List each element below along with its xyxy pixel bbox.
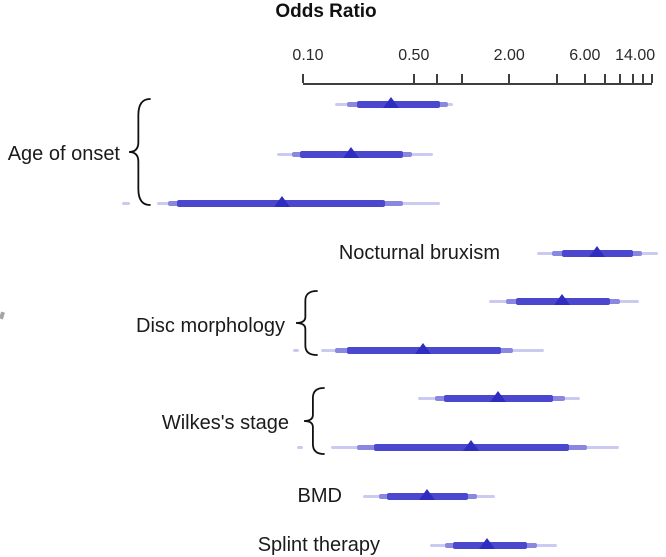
axis-tick xyxy=(555,74,558,83)
group-label: Disc morphology xyxy=(136,314,285,337)
axis-tick xyxy=(603,74,606,83)
point-estimate-marker xyxy=(414,343,431,354)
axis-tick xyxy=(508,74,511,83)
axis-tick-label: 6.00 xyxy=(569,47,601,64)
point-estimate-marker xyxy=(479,538,496,549)
point-estimate-marker xyxy=(589,246,606,257)
axis-tick xyxy=(460,74,463,83)
axis-tick-label: 14.00 xyxy=(615,47,656,64)
axis-tick xyxy=(642,74,645,83)
group-label: Wilkes's stage xyxy=(161,411,289,434)
point-estimate-marker xyxy=(553,294,570,305)
chart-title: Odds Ratio xyxy=(275,1,377,22)
axis-tick xyxy=(619,74,621,83)
ci-outer-tail-fragment xyxy=(292,348,299,352)
point-estimate-marker xyxy=(383,97,400,108)
group-label: Splint therapy xyxy=(257,534,380,556)
group-brace xyxy=(128,98,151,206)
axis-baseline xyxy=(303,83,653,85)
axis-tick xyxy=(651,74,654,83)
point-estimate-marker xyxy=(274,196,291,207)
point-estimate-marker xyxy=(490,391,507,402)
point-estimate-marker xyxy=(463,440,480,451)
left-edge-artifact xyxy=(0,311,5,320)
ci-outer-tail-fragment xyxy=(121,201,130,205)
axis-tick xyxy=(412,74,415,83)
group-label: Nocturnal bruxism xyxy=(338,242,500,264)
group-brace xyxy=(295,290,318,356)
point-estimate-marker xyxy=(342,147,359,158)
axis-tick xyxy=(302,74,304,83)
axis-tick-label: 2.00 xyxy=(493,47,525,64)
axis-tick xyxy=(435,74,438,83)
ci-outer-tail-fragment xyxy=(297,445,303,449)
group-brace xyxy=(303,387,325,455)
group-label: BMD xyxy=(297,485,342,507)
axis-tick-label: 0.10 xyxy=(292,47,324,64)
group-label: Age of onset xyxy=(7,142,120,165)
point-estimate-marker xyxy=(419,489,436,500)
axis-tick-label: 0.50 xyxy=(398,47,430,64)
axis-tick xyxy=(583,74,586,83)
axis-tick xyxy=(631,74,634,83)
